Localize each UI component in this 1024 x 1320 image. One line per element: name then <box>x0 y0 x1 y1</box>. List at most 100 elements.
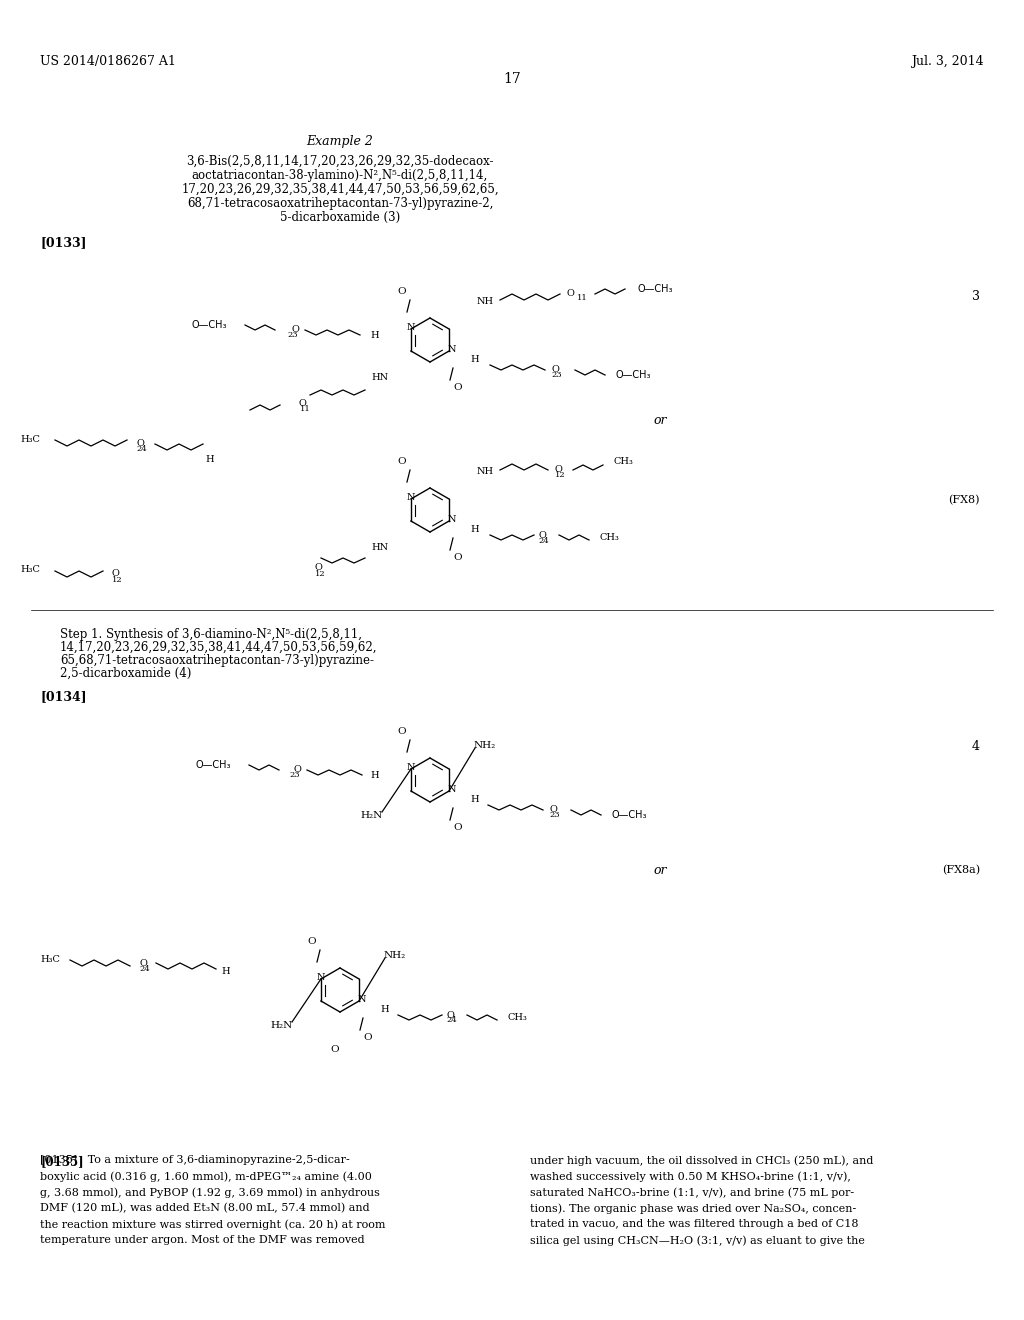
Text: 3,6-Bis(2,5,8,11,14,17,20,23,26,29,32,35-dodecaox-: 3,6-Bis(2,5,8,11,14,17,20,23,26,29,32,35… <box>186 154 494 168</box>
Text: CH₃: CH₃ <box>507 1012 527 1022</box>
Text: the reaction mixture was stirred overnight (ca. 20 h) at room: the reaction mixture was stirred overnig… <box>40 1218 385 1229</box>
Text: NH₂: NH₂ <box>474 741 496 750</box>
Text: 17,20,23,26,29,32,35,38,41,44,47,50,53,56,59,62,65,: 17,20,23,26,29,32,35,38,41,44,47,50,53,5… <box>181 183 499 195</box>
Text: NH: NH <box>476 467 494 477</box>
Text: O: O <box>307 937 316 946</box>
Text: H: H <box>471 525 479 535</box>
Text: O—CH₃: O—CH₃ <box>611 810 646 820</box>
Text: 12: 12 <box>112 576 122 583</box>
Text: (FX8a): (FX8a) <box>942 865 980 875</box>
Text: O—CH₃: O—CH₃ <box>615 370 650 380</box>
Text: O: O <box>139 958 146 968</box>
Text: O—CH₃: O—CH₃ <box>196 760 231 770</box>
Text: O: O <box>549 805 557 814</box>
Text: [0135]   To a mixture of 3,6-diaminopyrazine-2,5-dicar-: [0135] To a mixture of 3,6-diaminopyrazi… <box>40 1155 350 1166</box>
Text: 24: 24 <box>539 537 549 545</box>
Text: (FX8): (FX8) <box>948 495 980 506</box>
Text: 3: 3 <box>972 290 980 304</box>
Text: 11: 11 <box>577 294 588 302</box>
Text: N: N <box>447 785 457 795</box>
Text: O: O <box>551 366 559 375</box>
Text: HN: HN <box>372 374 388 383</box>
Text: N: N <box>316 974 326 982</box>
Text: 65,68,71-tetracosaoxatriheptacontan-73-yl)pyrazine-: 65,68,71-tetracosaoxatriheptacontan-73-y… <box>60 653 374 667</box>
Text: N: N <box>407 763 415 772</box>
Text: O: O <box>454 553 462 562</box>
Text: H: H <box>381 1006 389 1015</box>
Text: CH₃: CH₃ <box>599 532 618 541</box>
Text: [0134]: [0134] <box>40 690 87 704</box>
Text: H₂N: H₂N <box>360 810 383 820</box>
Text: H: H <box>471 796 479 804</box>
Text: NH: NH <box>476 297 494 306</box>
Text: O: O <box>298 399 306 408</box>
Text: 23: 23 <box>552 371 562 379</box>
Text: 23: 23 <box>288 331 298 339</box>
Text: O: O <box>293 766 301 775</box>
Text: washed successively with 0.50 M KHSO₄-brine (1:1, v/v),: washed successively with 0.50 M KHSO₄-br… <box>530 1171 851 1181</box>
Text: H₃C: H₃C <box>20 565 40 574</box>
Text: saturated NaHCO₃-brine (1:1, v/v), and brine (75 mL por-: saturated NaHCO₃-brine (1:1, v/v), and b… <box>530 1187 854 1197</box>
Text: 2,5-dicarboxamide (4): 2,5-dicarboxamide (4) <box>60 667 191 680</box>
Text: [0133]: [0133] <box>40 236 86 249</box>
Text: 14,17,20,23,26,29,32,35,38,41,44,47,50,53,56,59,62,: 14,17,20,23,26,29,32,35,38,41,44,47,50,5… <box>60 642 378 653</box>
Text: 24: 24 <box>139 965 151 973</box>
Text: US 2014/0186267 A1: US 2014/0186267 A1 <box>40 55 176 69</box>
Text: O: O <box>397 458 407 466</box>
Text: O: O <box>291 326 299 334</box>
Text: under high vacuum, the oil dissolved in CHCl₃ (250 mL), and: under high vacuum, the oil dissolved in … <box>530 1155 873 1166</box>
Text: 5-dicarboxamide (3): 5-dicarboxamide (3) <box>280 211 400 224</box>
Text: aoctatriacontan-38-ylamino)-N²,N⁵-di(2,5,8,11,14,: aoctatriacontan-38-ylamino)-N²,N⁵-di(2,5… <box>191 169 488 182</box>
Text: 24: 24 <box>136 445 147 453</box>
Text: 24: 24 <box>446 1016 458 1024</box>
Text: g, 3.68 mmol), and PyBOP (1.92 g, 3.69 mmol) in anhydrous: g, 3.68 mmol), and PyBOP (1.92 g, 3.69 m… <box>40 1187 380 1197</box>
Text: O: O <box>136 438 144 447</box>
Text: CH₃: CH₃ <box>613 458 633 466</box>
Text: O: O <box>554 466 562 474</box>
Text: O: O <box>111 569 119 578</box>
Text: H: H <box>371 330 379 339</box>
Text: trated in vacuo, and the was filtered through a bed of C18: trated in vacuo, and the was filtered th… <box>530 1218 858 1229</box>
Text: 68,71-tetracosaoxatriheptacontan-73-yl)pyrazine-2,: 68,71-tetracosaoxatriheptacontan-73-yl)p… <box>186 197 494 210</box>
Text: O: O <box>538 531 546 540</box>
Text: 23: 23 <box>290 771 300 779</box>
Text: H₂N: H₂N <box>271 1020 293 1030</box>
Text: N: N <box>357 995 367 1005</box>
Text: O: O <box>397 727 407 737</box>
Text: 4: 4 <box>972 741 980 752</box>
Text: boxylic acid (0.316 g, 1.60 mmol), m-dPEG™₂₄ amine (4.00: boxylic acid (0.316 g, 1.60 mmol), m-dPE… <box>40 1171 372 1181</box>
Text: N: N <box>407 323 415 333</box>
Text: H₃C: H₃C <box>40 956 59 965</box>
Text: O: O <box>454 384 462 392</box>
Text: 12: 12 <box>314 570 326 578</box>
Text: DMF (120 mL), was added Et₃N (8.00 mL, 57.4 mmol) and: DMF (120 mL), was added Et₃N (8.00 mL, 5… <box>40 1203 370 1213</box>
Text: or: or <box>653 863 667 876</box>
Text: HN: HN <box>372 544 388 553</box>
Text: tions). The organic phase was dried over Na₂SO₄, concen-: tions). The organic phase was dried over… <box>530 1203 856 1213</box>
Text: or: or <box>653 413 667 426</box>
Text: O: O <box>364 1034 373 1043</box>
Text: O: O <box>454 824 462 833</box>
Text: Jul. 3, 2014: Jul. 3, 2014 <box>911 55 984 69</box>
Text: O—CH₃: O—CH₃ <box>191 319 227 330</box>
Text: 23: 23 <box>550 810 560 818</box>
Text: H: H <box>471 355 479 364</box>
Text: H: H <box>206 455 214 465</box>
Text: N: N <box>447 516 457 524</box>
Text: silica gel using CH₃CN—H₂O (3:1, v/v) as eluant to give the: silica gel using CH₃CN—H₂O (3:1, v/v) as… <box>530 1236 865 1246</box>
Text: O: O <box>314 564 322 573</box>
Text: 12: 12 <box>555 471 565 479</box>
Text: temperature under argon. Most of the DMF was removed: temperature under argon. Most of the DMF… <box>40 1236 365 1245</box>
Text: 11: 11 <box>300 405 310 413</box>
Text: N: N <box>447 346 457 355</box>
Text: Step 1. Synthesis of 3,6-diamino-N²,N⁵-di(2,5,8,11,: Step 1. Synthesis of 3,6-diamino-N²,N⁵-d… <box>60 628 362 642</box>
Text: O: O <box>446 1011 454 1019</box>
Text: O: O <box>331 1045 339 1055</box>
Text: H: H <box>221 968 230 977</box>
Text: N: N <box>407 494 415 503</box>
Text: [0135]: [0135] <box>40 1155 84 1168</box>
Text: H: H <box>371 771 379 780</box>
Text: O—CH₃: O—CH₃ <box>637 284 673 294</box>
Text: Example 2: Example 2 <box>306 135 374 148</box>
Text: O: O <box>566 289 573 298</box>
